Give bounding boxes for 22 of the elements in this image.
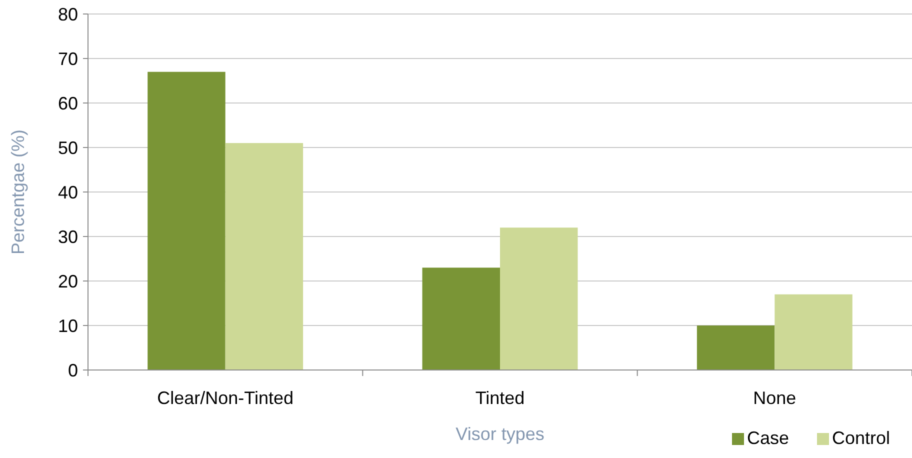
y-tick-label: 50 — [58, 138, 78, 158]
legend-label: Control — [832, 428, 890, 448]
y-tick-label: 80 — [58, 4, 78, 24]
bar — [422, 268, 500, 370]
y-tick-label: 30 — [58, 226, 78, 247]
y-tick-label: 70 — [58, 48, 78, 69]
legend-label: Case — [747, 428, 790, 448]
bar — [500, 228, 578, 370]
y-axis-title: Percentgae (%) — [8, 129, 28, 255]
y-tick-label: 0 — [68, 360, 78, 380]
bar — [148, 72, 226, 370]
x-tick-label: Tinted — [475, 388, 525, 408]
x-tick-label: Clear/Non-Tinted — [157, 388, 294, 408]
bar — [225, 143, 304, 370]
x-tick-label: None — [753, 388, 796, 408]
bar — [696, 326, 775, 370]
y-tick-label: 10 — [58, 316, 78, 336]
y-tick-label: 20 — [58, 271, 78, 292]
y-tick-label: 60 — [58, 93, 78, 114]
bar — [774, 294, 852, 370]
y-tick-label: 40 — [58, 182, 78, 202]
x-axis-title: Visor types — [456, 424, 544, 444]
